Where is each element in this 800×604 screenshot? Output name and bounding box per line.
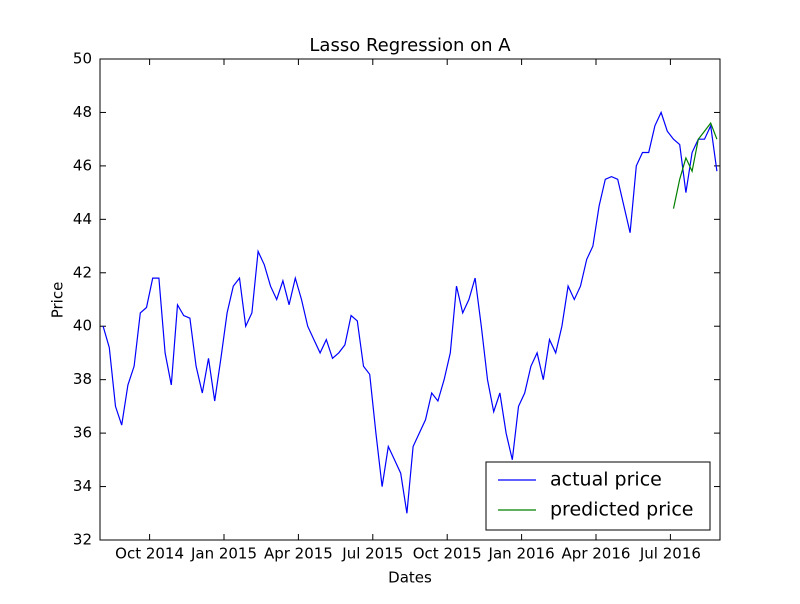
legend: actual price predicted price [485, 461, 711, 531]
x-tick-label: Apr 2015 [264, 545, 333, 563]
y-tick-label: 48 [73, 103, 92, 121]
legend-box [485, 461, 711, 531]
y-tick-label: 46 [73, 156, 92, 174]
x-tick-label: Oct 2014 [115, 545, 184, 563]
chart-title: Lasso Regression on A [309, 35, 511, 56]
series-line [672, 121, 718, 209]
y-tick-label: 36 [73, 424, 92, 442]
y-tick-label: 42 [73, 263, 92, 281]
y-tick-label: 38 [73, 370, 92, 388]
plot-frame [99, 58, 721, 541]
y-tick-label: 44 [73, 210, 92, 228]
legend-label: predicted price [550, 499, 693, 521]
x-tick-label: Oct 2015 [413, 545, 482, 563]
x-tick-label: Jul 2016 [639, 545, 701, 563]
x-tick-label: Jan 2016 [488, 545, 555, 563]
legend-label: actual price [550, 469, 662, 491]
y-tick-label: 34 [73, 477, 92, 495]
x-tick-label: Jul 2015 [341, 545, 403, 563]
series-line [102, 110, 718, 514]
x-axis-label: Dates [388, 569, 432, 587]
y-axis-label: Price [49, 282, 67, 319]
y-tick-label: 50 [73, 50, 92, 68]
x-tick-label: Jan 2015 [190, 545, 257, 563]
y-tick-label: 32 [73, 531, 92, 549]
x-tick-label: Apr 2016 [562, 545, 631, 563]
y-tick-label: 40 [73, 317, 92, 335]
